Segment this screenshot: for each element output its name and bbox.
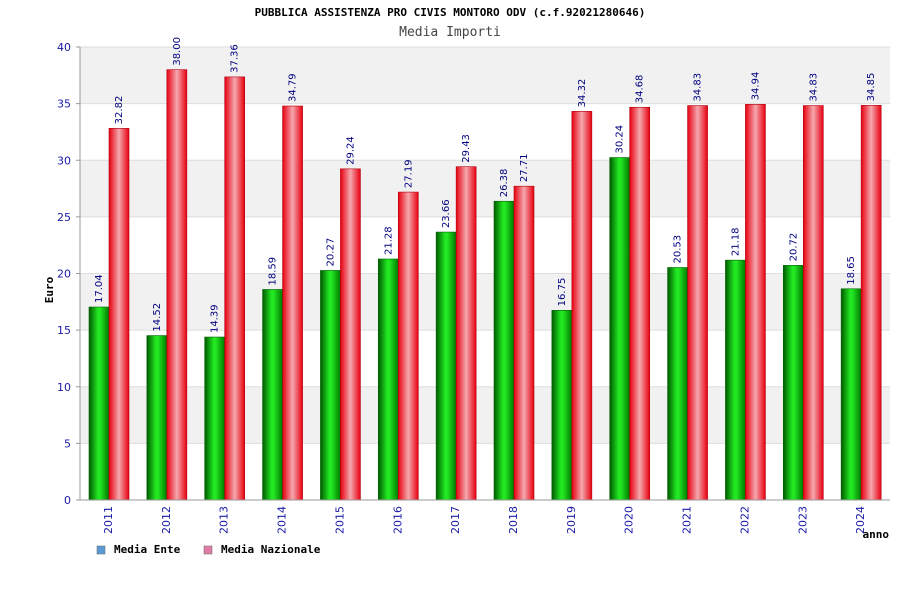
legend-swatch bbox=[203, 545, 213, 555]
bar-media-ente bbox=[725, 259, 746, 501]
y-tick-label: 30 bbox=[57, 154, 71, 167]
y-tick-label: 15 bbox=[57, 324, 71, 337]
bar-media-ente bbox=[435, 231, 457, 501]
x-tick-label: 2022 bbox=[738, 506, 751, 534]
bar-value-label: 20.72 bbox=[788, 233, 799, 262]
bar-value-label: 18.65 bbox=[846, 256, 857, 285]
bar-media-nazionale bbox=[340, 168, 361, 501]
bar-media-nazionale bbox=[224, 76, 246, 501]
bar-media-nazionale bbox=[455, 166, 477, 501]
y-axis-title: Euro bbox=[43, 276, 56, 303]
bar-value-label: 29.24 bbox=[345, 136, 356, 165]
bar-media-ente bbox=[667, 267, 688, 501]
bars bbox=[88, 69, 882, 501]
bar-media-nazionale bbox=[397, 191, 419, 501]
bar-media-nazionale bbox=[745, 104, 766, 501]
y-tick-label: 5 bbox=[64, 437, 71, 450]
y-tick-label: 35 bbox=[57, 98, 71, 111]
x-tick-label: 2011 bbox=[102, 506, 115, 534]
bar-media-ente bbox=[609, 157, 631, 501]
bar-media-ente bbox=[551, 310, 573, 501]
x-tick-label: 2014 bbox=[276, 506, 289, 534]
bar-value-label: 20.53 bbox=[673, 235, 684, 264]
grid-band bbox=[80, 386, 890, 444]
bar-media-ente bbox=[146, 335, 168, 501]
legend-swatch bbox=[96, 545, 106, 555]
bar-value-label: 14.52 bbox=[152, 303, 163, 332]
x-tick-label: 2018 bbox=[507, 506, 520, 534]
bar-value-label: 34.32 bbox=[577, 79, 588, 108]
bar-value-label: 17.04 bbox=[94, 274, 105, 303]
bar-value-label: 27.19 bbox=[403, 159, 414, 188]
bar-media-nazionale bbox=[166, 69, 188, 501]
x-tick-label: 2023 bbox=[796, 506, 809, 534]
bar-media-nazionale bbox=[802, 105, 824, 501]
bar-media-nazionale bbox=[282, 105, 303, 501]
bar-media-nazionale bbox=[687, 105, 708, 501]
bar-value-label: 34.85 bbox=[866, 73, 877, 102]
bar-value-label: 34.83 bbox=[693, 73, 704, 102]
x-tick-label: 2020 bbox=[623, 506, 636, 534]
x-tick-label: 2013 bbox=[218, 506, 231, 534]
bar-value-label: 18.59 bbox=[268, 257, 279, 286]
bar-media-nazionale bbox=[629, 106, 651, 501]
legend-label: Media Ente bbox=[114, 543, 181, 556]
bar-value-label: 34.94 bbox=[750, 72, 761, 101]
grid-band bbox=[80, 47, 890, 104]
x-tick-label: 2012 bbox=[160, 506, 173, 534]
bar-media-ente bbox=[88, 306, 110, 501]
y-tick-label: 10 bbox=[57, 381, 71, 394]
bar-value-label: 32.82 bbox=[114, 96, 125, 125]
plot-background bbox=[80, 46, 890, 501]
x-tick-label: 2024 bbox=[854, 506, 867, 534]
bar-media-ente bbox=[493, 200, 515, 501]
bar-value-label: 37.36 bbox=[230, 44, 241, 73]
value-labels: 17.04 32.82 14.52 38.00 14.39 37.36 18.59 34.79… bbox=[94, 37, 877, 333]
bar-value-label: 29.43 bbox=[461, 134, 472, 163]
bar-value-label: 34.79 bbox=[288, 73, 299, 102]
bar-media-nazionale bbox=[513, 185, 535, 501]
chart-subtitle: Media Importi bbox=[399, 25, 501, 40]
y-tick-label: 40 bbox=[57, 41, 71, 54]
y-tick-label: 0 bbox=[64, 494, 71, 507]
bar-value-label: 27.71 bbox=[519, 154, 530, 183]
bar-value-label: 16.75 bbox=[557, 278, 568, 307]
x-tick-label: 2017 bbox=[449, 506, 462, 534]
x-axis-title: anno bbox=[863, 528, 890, 541]
bar-value-label: 21.18 bbox=[730, 227, 741, 256]
bar-media-ente bbox=[204, 336, 226, 501]
bar-value-label: 23.66 bbox=[441, 199, 452, 228]
bar-media-ente bbox=[262, 289, 283, 501]
bar-value-label: 34.68 bbox=[635, 75, 646, 104]
grid-band bbox=[80, 160, 890, 217]
x-tick-label: 2015 bbox=[333, 506, 346, 534]
bar-value-label: 21.28 bbox=[383, 226, 394, 255]
y-tick-label: 20 bbox=[57, 268, 71, 281]
legend: Media Ente Media Nazionale bbox=[96, 543, 321, 556]
x-tick-label: 2021 bbox=[681, 506, 694, 534]
bar-media-nazionale bbox=[108, 128, 130, 501]
bar-media-ente bbox=[840, 288, 862, 501]
bar-media-nazionale bbox=[860, 105, 882, 501]
x-tick-label: 2019 bbox=[565, 506, 578, 534]
y-tick-label: 25 bbox=[57, 211, 71, 224]
bar-value-label: 14.39 bbox=[210, 304, 221, 333]
bar-value-label: 30.24 bbox=[615, 125, 626, 154]
bar-media-ente bbox=[782, 265, 804, 501]
grid-band bbox=[80, 273, 890, 331]
bar-value-label: 38.00 bbox=[172, 37, 183, 66]
x-tick-label: 2016 bbox=[391, 506, 404, 534]
bar-media-ente bbox=[320, 270, 341, 501]
bar-value-label: 20.27 bbox=[325, 238, 336, 267]
bar-value-label: 26.38 bbox=[499, 169, 510, 198]
bar-media-ente bbox=[377, 258, 399, 501]
bar-media-nazionale bbox=[571, 111, 593, 501]
y-axis-ticks: 0 5 10 15 20 25 30 35 40 bbox=[57, 41, 80, 507]
x-axis-ticks: 2011 2012 2013 2014 2015 2016 2017 2018 2019 2020… bbox=[102, 506, 867, 534]
legend-label: Media Nazionale bbox=[221, 543, 321, 556]
bar-value-label: 34.83 bbox=[808, 73, 819, 102]
chart-title: PUBBLICA ASSISTENZA PRO CIVIS MONTORO OD… bbox=[254, 6, 646, 19]
